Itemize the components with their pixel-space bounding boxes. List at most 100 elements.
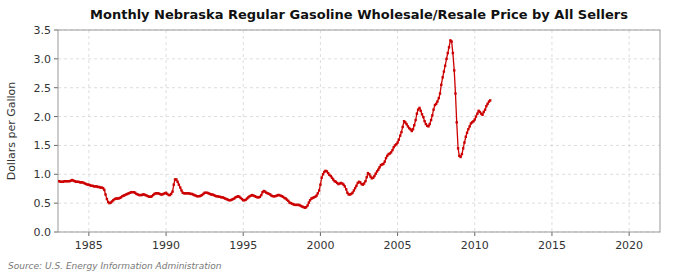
point — [444, 65, 446, 67]
point — [447, 52, 449, 54]
x-tick-label: 2010 — [461, 239, 489, 252]
y-axis-label: Dollars per Gallon — [5, 82, 18, 181]
point — [418, 107, 420, 109]
grid-line — [58, 58, 660, 59]
point — [319, 183, 321, 185]
point — [435, 103, 437, 105]
point — [363, 182, 365, 184]
tick-mark — [320, 232, 321, 236]
tick-mark — [166, 232, 167, 236]
point — [103, 189, 105, 191]
point — [373, 175, 375, 177]
tick-mark — [629, 232, 630, 236]
y-tick-label: 1.0 — [34, 168, 52, 181]
grid-line — [58, 203, 660, 204]
point — [320, 177, 322, 179]
point — [457, 147, 459, 149]
point — [430, 119, 432, 121]
point — [317, 192, 319, 194]
point — [377, 168, 379, 170]
point — [448, 46, 450, 48]
point — [486, 103, 488, 105]
point — [344, 185, 346, 187]
point — [260, 194, 262, 196]
x-tick-label: 2020 — [615, 239, 643, 252]
point — [453, 69, 455, 71]
point — [104, 193, 106, 195]
tick-mark — [54, 203, 58, 204]
point — [428, 123, 430, 125]
point — [454, 92, 456, 94]
point — [355, 185, 357, 187]
point — [106, 198, 108, 200]
point — [484, 108, 486, 110]
y-tick-label: 3.5 — [34, 24, 52, 37]
point — [171, 190, 173, 192]
point — [180, 189, 182, 191]
point — [459, 156, 461, 158]
point — [173, 183, 175, 185]
point — [450, 40, 452, 42]
point — [396, 141, 398, 143]
point — [465, 136, 467, 138]
point — [351, 192, 353, 194]
point — [412, 128, 414, 130]
point — [318, 189, 320, 191]
y-tick-label: 2.5 — [34, 82, 52, 95]
tick-mark — [474, 232, 475, 236]
tick-mark — [54, 145, 58, 146]
point — [175, 178, 177, 180]
point — [445, 58, 447, 60]
point — [413, 124, 415, 126]
chart: 0.00.51.01.52.02.53.03.51985199019952000… — [0, 0, 675, 275]
x-tick-label: 1995 — [229, 239, 257, 252]
y-tick-label: 1.5 — [34, 139, 52, 152]
tick-mark — [88, 232, 89, 236]
point — [468, 125, 470, 127]
y-tick-label: 3.0 — [34, 53, 52, 66]
point — [420, 110, 422, 112]
tick-mark — [54, 232, 58, 233]
tick-mark — [551, 232, 552, 236]
point — [439, 92, 441, 94]
grid-line — [629, 30, 630, 232]
point — [467, 128, 469, 130]
grid-line — [58, 174, 660, 175]
point — [489, 99, 491, 101]
tick-mark — [54, 58, 58, 59]
tick-mark — [54, 87, 58, 88]
point — [391, 149, 393, 151]
x-tick-label: 1985 — [75, 239, 103, 252]
point — [374, 173, 376, 175]
title: Monthly Nebraska Regular Gasoline Wholes… — [90, 7, 628, 22]
point — [432, 108, 434, 110]
point — [462, 147, 464, 149]
tick-mark — [54, 116, 58, 117]
grid-line — [58, 116, 660, 117]
point — [368, 173, 370, 175]
point — [176, 181, 178, 183]
y-tick-label: 0.0 — [34, 226, 52, 239]
point — [466, 132, 468, 134]
tick-mark — [397, 232, 398, 236]
grid-line — [474, 30, 475, 232]
annotation: Source: U.S. Energy Information Administ… — [8, 261, 222, 271]
point — [441, 76, 443, 78]
grid-line — [397, 30, 398, 232]
point — [452, 52, 454, 54]
point — [427, 125, 429, 127]
point — [436, 100, 438, 102]
plot-frame — [58, 30, 660, 232]
y-tick-label: 0.5 — [34, 197, 52, 210]
tick-mark — [54, 174, 58, 175]
grid-line — [58, 145, 660, 146]
line — [59, 40, 490, 207]
point — [416, 112, 418, 114]
point — [440, 84, 442, 86]
point — [463, 141, 465, 143]
point — [378, 166, 380, 168]
point — [474, 118, 476, 120]
point — [483, 111, 485, 113]
point — [443, 70, 445, 72]
point — [353, 189, 355, 191]
